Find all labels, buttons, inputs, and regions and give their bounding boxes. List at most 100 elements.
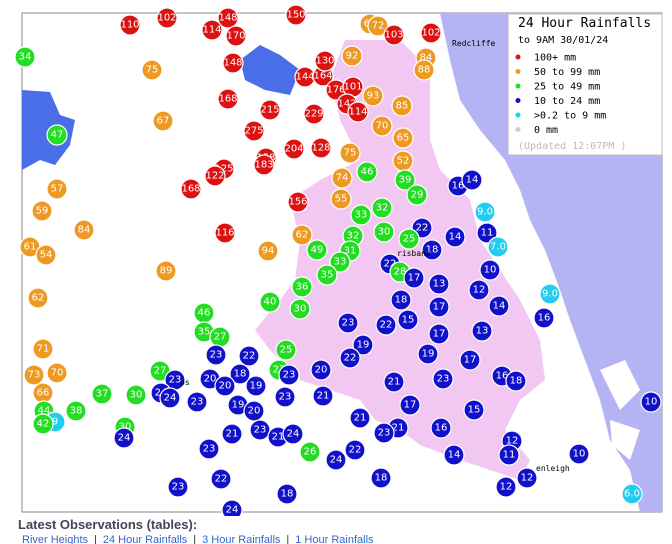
station-value: 71	[37, 344, 50, 355]
station-value: 21	[388, 377, 401, 388]
station-value: 84	[78, 225, 91, 236]
footer-link[interactable]: River Heights	[22, 534, 89, 544]
station-marker	[214, 375, 236, 397]
station-value: 23	[169, 375, 182, 386]
station-value: 13	[476, 326, 489, 337]
station-marker	[476, 222, 498, 244]
station-value: 114	[202, 25, 221, 36]
station-marker	[420, 22, 442, 44]
places: Redcliffe risbane enleigh ps	[180, 39, 570, 473]
station-marker	[341, 45, 363, 67]
station-value: 102	[421, 28, 440, 39]
station-value: 22	[349, 445, 362, 456]
station-marker	[198, 438, 220, 460]
stations: 1101021481141701506772103102848834759214…	[14, 4, 662, 516]
station-marker	[498, 444, 520, 466]
station-value: 125	[214, 164, 233, 175]
station-marker	[27, 287, 49, 309]
station-value: 38	[70, 406, 83, 417]
station-marker	[229, 363, 251, 385]
station-marker	[488, 295, 510, 317]
station-value: 9.0	[542, 289, 558, 300]
station-marker	[65, 400, 87, 422]
station-value: 215	[260, 105, 279, 116]
station-marker	[349, 407, 371, 429]
station-marker	[32, 338, 54, 360]
station-value: 65	[397, 133, 410, 144]
station-marker	[214, 222, 236, 244]
footer-links: River Heights | 24 Hour Rainfalls | 3 Hour R…	[22, 534, 668, 544]
station-marker	[291, 224, 313, 246]
station-value: 57	[51, 184, 64, 195]
station-marker	[221, 423, 243, 445]
station-value: 32	[376, 203, 389, 214]
station-value: 20	[315, 365, 328, 376]
station-value: 101	[343, 82, 362, 93]
station-marker	[339, 347, 361, 369]
station-value: 22	[416, 223, 429, 234]
station-value: 20	[219, 381, 232, 392]
legend-dot	[515, 112, 521, 118]
station-value: 89	[160, 266, 173, 277]
station-marker	[474, 201, 496, 223]
station-value: 23	[210, 350, 223, 361]
station-value: 75	[146, 65, 159, 76]
station-value: 7.0	[490, 242, 506, 253]
legend-dot	[515, 83, 521, 89]
legend-label: 100+ mm	[534, 53, 576, 64]
station-marker	[23, 364, 45, 386]
legend-dot	[515, 98, 521, 103]
station-marker	[383, 371, 405, 393]
station-marker	[257, 240, 279, 262]
station-value: 30	[119, 422, 132, 433]
legend-title: 24 Hour Rainfalls	[518, 16, 651, 31]
station-value: 18	[375, 473, 388, 484]
station-value: 34	[19, 52, 32, 63]
place-label: enleigh	[536, 464, 570, 473]
station-marker	[329, 251, 351, 273]
station-marker	[287, 191, 309, 213]
station-marker	[245, 375, 267, 397]
station-marker	[330, 188, 352, 210]
station-value: 15	[402, 315, 415, 326]
station-marker	[371, 197, 393, 219]
station-marker	[461, 169, 483, 191]
station-value: 156	[288, 197, 307, 208]
station-value: 27	[273, 365, 286, 376]
station-value: 12	[473, 285, 486, 296]
station-value: 30	[130, 390, 143, 401]
station-value: 25	[280, 345, 293, 356]
station-marker	[276, 483, 298, 505]
station-value: 23	[254, 425, 267, 436]
station-value: 49	[311, 245, 324, 256]
station-value: 9.0	[477, 207, 493, 218]
lake	[240, 45, 300, 95]
station-marker	[421, 239, 443, 261]
station-value: 16	[452, 181, 465, 192]
station-marker	[479, 259, 501, 281]
station-marker	[350, 204, 372, 226]
station-marker	[259, 291, 281, 313]
station-value: 22	[380, 320, 393, 331]
station-marker	[225, 25, 247, 47]
station-value: 35	[321, 270, 334, 281]
station-marker	[119, 14, 141, 36]
station-value: 24	[287, 429, 300, 440]
station-marker	[259, 99, 281, 121]
station-value: 23	[191, 397, 204, 408]
station-marker	[283, 138, 305, 160]
station-marker	[430, 417, 452, 439]
station-marker	[370, 467, 392, 489]
station-value: 24	[330, 455, 343, 466]
footer-link[interactable]: 3 Hour Rainfalls	[202, 534, 281, 544]
station-value: 17	[408, 273, 421, 284]
footer-link[interactable]: 1 Hour Rainfalls	[295, 534, 374, 544]
station-marker	[392, 127, 414, 149]
station-marker	[539, 283, 561, 305]
station-marker	[331, 167, 353, 189]
station-marker	[362, 85, 384, 107]
footer-link[interactable]: 24 Hour Rainfalls	[102, 534, 188, 544]
station-value: 75	[344, 148, 357, 159]
station-value: 168	[181, 184, 200, 195]
station-marker	[444, 226, 466, 248]
